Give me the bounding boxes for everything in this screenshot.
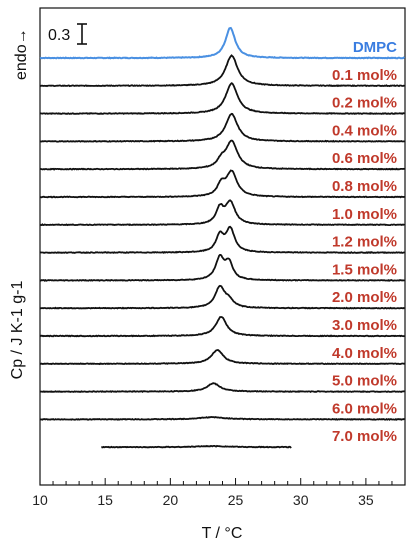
- endo-label: endo→: [13, 28, 30, 80]
- series-label: 4.0 mol%: [332, 345, 397, 362]
- series-label: DMPC: [353, 39, 397, 56]
- series-line: [39, 415, 405, 421]
- y-axis-title: Cp / J K-1 g-1: [9, 281, 26, 380]
- x-tick-label: 15: [97, 492, 113, 508]
- series-label: 0.1 mol%: [332, 67, 397, 84]
- series-label: 2.0 mol%: [332, 289, 397, 306]
- series-line: [39, 225, 405, 255]
- series-line: [39, 112, 405, 143]
- scale-bar-label: 0.3: [48, 27, 70, 44]
- series-label: 3.0 mol%: [332, 317, 397, 334]
- series-label: 1.0 mol%: [332, 206, 397, 223]
- series-line: [40, 349, 405, 366]
- series-label: 0.4 mol%: [332, 122, 397, 139]
- x-tick-label: 35: [358, 492, 374, 508]
- series-label: 1.5 mol%: [332, 261, 397, 278]
- series-label: 7.0 mol%: [332, 428, 397, 445]
- series-line: [39, 316, 405, 338]
- x-axis-title: T / °C: [202, 525, 243, 542]
- series-line: [39, 254, 405, 282]
- x-tick-label: 25: [228, 492, 244, 508]
- x-tick-label: 20: [163, 492, 179, 508]
- series-group: DMPC 0.1 mol% 0.2 mol% 0.4 mol% 0.6 mol% 0.8 …: [39, 26, 406, 449]
- series-line: [39, 284, 405, 310]
- series-label: 1.2 mol%: [332, 234, 397, 251]
- series-line: [39, 82, 405, 115]
- series-line: [39, 382, 405, 394]
- series-label: 6.0 mol%: [332, 400, 397, 417]
- x-tick-label: 30: [293, 492, 309, 508]
- series-label: 0.6 mol%: [332, 150, 397, 167]
- scale-bar: 0.3: [48, 23, 87, 45]
- series-line: [101, 444, 292, 449]
- series-line: [39, 54, 405, 88]
- series-label: 0.8 mol%: [332, 178, 397, 195]
- series-label: 0.2 mol%: [332, 95, 397, 112]
- series-line: [39, 139, 405, 171]
- series-line: [39, 26, 406, 60]
- x-tick-label: 10: [32, 492, 48, 508]
- series-label: 5.0 mol%: [332, 373, 397, 390]
- series-line: [39, 169, 405, 199]
- series-line: [39, 199, 405, 227]
- x-axis: 10 15 20 25 30 35: [32, 478, 393, 508]
